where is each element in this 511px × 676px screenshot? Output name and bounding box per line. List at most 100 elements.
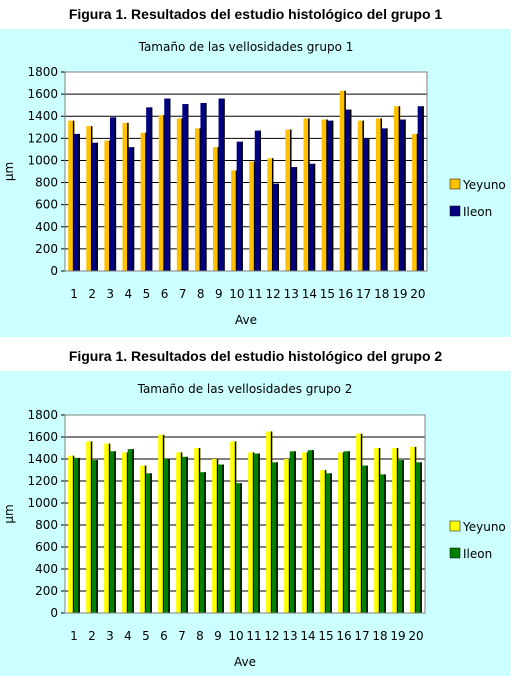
bar-fill bbox=[109, 451, 116, 613]
x-tick-label: 14 bbox=[300, 629, 315, 643]
bar-edge bbox=[294, 451, 296, 613]
bar-fill bbox=[181, 456, 188, 613]
x-tick-label: 14 bbox=[302, 287, 317, 301]
bar-edge bbox=[126, 452, 129, 613]
bar-fill bbox=[68, 455, 75, 613]
bar-ileon-3 bbox=[109, 117, 117, 271]
bar-edge bbox=[404, 119, 406, 272]
bar-fill bbox=[68, 120, 75, 272]
bar-fill bbox=[392, 448, 399, 613]
bar-yeyuno-8 bbox=[194, 128, 202, 271]
bar-ileon-14 bbox=[309, 163, 316, 271]
bar-yeyuno-16 bbox=[339, 90, 346, 271]
bar-yeyuno-3 bbox=[104, 443, 111, 613]
bar-ileon-19 bbox=[397, 460, 404, 613]
y-tick-label: 800 bbox=[35, 176, 58, 190]
bar-edge bbox=[380, 118, 383, 271]
bar-yeyuno-12 bbox=[266, 431, 273, 613]
y-tick-label: 0 bbox=[50, 264, 58, 278]
bar-fill bbox=[163, 459, 170, 613]
y-tick-label: 600 bbox=[35, 540, 58, 554]
x-tick-label: 5 bbox=[143, 287, 151, 301]
bar-ileon-6 bbox=[163, 459, 170, 613]
x-tick-label: 17 bbox=[356, 287, 371, 301]
x-tick-label: 8 bbox=[196, 629, 204, 643]
bar-fill bbox=[86, 441, 93, 613]
bar-fill bbox=[303, 118, 310, 271]
x-tick-label: 19 bbox=[392, 287, 407, 301]
bar-edge bbox=[259, 130, 261, 271]
bar-fill bbox=[218, 98, 225, 272]
bar-edge bbox=[402, 460, 404, 613]
legend-swatch-yeyuno bbox=[449, 178, 461, 190]
bar-yeyuno-1 bbox=[68, 120, 75, 272]
bar-ileon-16 bbox=[343, 451, 350, 613]
bar-edge bbox=[384, 474, 386, 613]
bar-edge bbox=[205, 102, 207, 271]
bar-yeyuno-5 bbox=[140, 132, 147, 271]
y-tick-label: 200 bbox=[35, 584, 58, 598]
y-tick-label: 1400 bbox=[27, 452, 58, 466]
figure-title-1: Figura 1. Resultados del estudio histoló… bbox=[68, 6, 443, 22]
y-tick-label: 1000 bbox=[27, 153, 58, 167]
bar-ileon-7 bbox=[182, 104, 189, 271]
bar-edge bbox=[90, 126, 93, 271]
bar-ileon-3 bbox=[109, 451, 116, 613]
bar-edge bbox=[348, 451, 350, 613]
bar-ileon-11 bbox=[254, 130, 261, 271]
bar-edge bbox=[271, 158, 274, 271]
bar-edge bbox=[368, 138, 370, 271]
bar-fill bbox=[249, 161, 256, 271]
bar-fill bbox=[374, 448, 381, 613]
bar-fill bbox=[412, 133, 419, 271]
legend-label-ileon: Ileon bbox=[463, 547, 492, 561]
bar-edge bbox=[420, 462, 422, 613]
bar-fill bbox=[266, 431, 273, 613]
bar-yeyuno-3 bbox=[104, 140, 111, 271]
bar-ileon-4 bbox=[128, 147, 135, 271]
bar-yeyuno-15 bbox=[320, 470, 327, 613]
bar-fill bbox=[73, 133, 80, 271]
bar-edge bbox=[132, 449, 134, 613]
bar-ileon-9 bbox=[217, 464, 224, 613]
bar-yeyuno-9 bbox=[212, 147, 220, 271]
bar-fill bbox=[309, 163, 316, 271]
bar-edge bbox=[72, 120, 75, 272]
bar-ileon-11 bbox=[253, 453, 260, 613]
x-tick-label: 12 bbox=[264, 629, 279, 643]
x-tick-label: 2 bbox=[88, 287, 96, 301]
bar-fill bbox=[343, 451, 350, 613]
bar-ileon-12 bbox=[271, 462, 278, 613]
bar-edge bbox=[78, 457, 80, 613]
bar-fill bbox=[289, 451, 296, 613]
bar-ileon-18 bbox=[381, 128, 388, 271]
y-tick-label: 1600 bbox=[27, 430, 58, 444]
x-tick-label: 12 bbox=[266, 287, 281, 301]
chart-panel-1: Tamaño de las vellosidades grupo 1 0 200 40… bbox=[0, 29, 511, 337]
bar-fill bbox=[140, 465, 147, 613]
x-tick-label: 11 bbox=[246, 629, 261, 643]
legend-swatch-ileon bbox=[449, 205, 461, 217]
bar-fill bbox=[145, 473, 152, 613]
bar-fill bbox=[267, 158, 274, 271]
bar-chart: Tamaño de las vellosidades grupo 2 0 200 40… bbox=[2, 382, 506, 669]
bar-yeyuno-18 bbox=[374, 448, 381, 613]
x-tick-label: 4 bbox=[124, 629, 132, 643]
bar-fill bbox=[338, 452, 345, 613]
y-tick-label: 800 bbox=[35, 518, 58, 532]
bar-edge bbox=[144, 465, 147, 613]
x-tick-label: 15 bbox=[320, 287, 335, 301]
bar-fill bbox=[284, 459, 291, 613]
x-axis-label: Ave bbox=[235, 313, 257, 327]
bar-edge bbox=[163, 115, 165, 271]
bar-yeyuno-14 bbox=[302, 452, 309, 613]
bar-edge bbox=[114, 117, 117, 271]
legend-swatch-ileon bbox=[449, 547, 461, 559]
bar-ileon-7 bbox=[181, 456, 188, 613]
bar-edge bbox=[162, 434, 165, 613]
bar-edge bbox=[414, 446, 417, 613]
bar-ileon-5 bbox=[145, 473, 152, 613]
bar-fill bbox=[307, 450, 314, 613]
bar-fill bbox=[146, 107, 153, 271]
bar-yeyuno-6 bbox=[158, 115, 165, 271]
